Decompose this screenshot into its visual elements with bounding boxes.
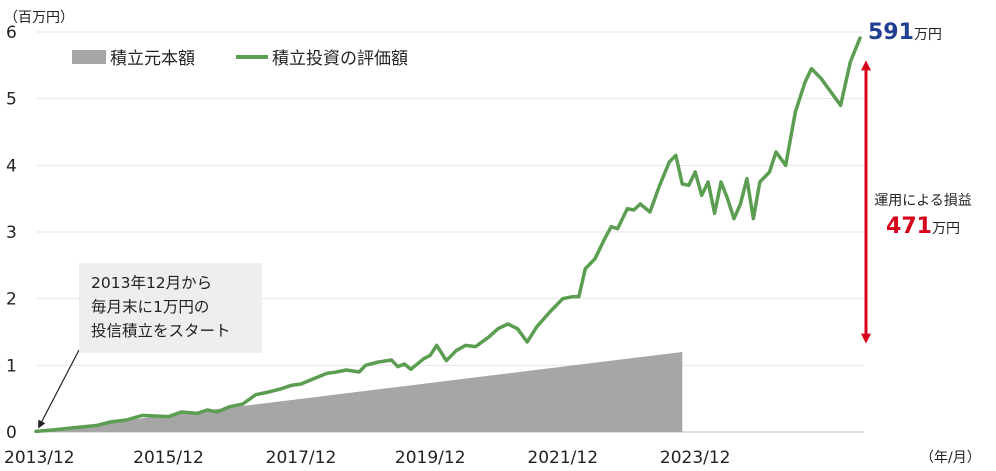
y-tick-label: 1 <box>6 356 17 376</box>
y-tick-label: 5 <box>6 90 17 110</box>
annotation-line: 投信積立をスタート <box>91 322 231 340</box>
annotation-pointer <box>38 349 80 429</box>
gain-label: 運用による損益 <box>874 193 972 209</box>
y-tick-label: 4 <box>6 156 17 176</box>
grid-lines <box>36 31 864 433</box>
annotation-line: 毎月末に1万円の <box>91 298 210 316</box>
x-tick-label: 2013/12 <box>4 448 75 468</box>
legend-label-valuation: 積立投資の評価額 <box>272 49 408 69</box>
x-axis-unit: （年/月） <box>920 450 981 466</box>
final-value-number: 591 <box>868 20 914 45</box>
gain-number: 471 <box>886 214 932 239</box>
annotation-box: 2013年12月から 毎月末に1万円の 投信積立をスタート <box>79 263 262 353</box>
x-axis: 2013/12 2015/12 2017/12 2019/12 2021/12 2023/… <box>4 448 731 468</box>
x-tick-label: 2021/12 <box>527 448 598 468</box>
x-tick-label: 2017/12 <box>266 448 337 468</box>
x-tick-label: 2019/12 <box>395 448 466 468</box>
gain-unit: 万円 <box>931 221 960 237</box>
y-axis: 0 1 2 3 4 5 6 <box>6 23 17 443</box>
y-axis-unit: （百万円） <box>4 10 74 26</box>
x-tick-label: 2023/12 <box>660 448 731 468</box>
legend-swatch-principal <box>72 50 106 64</box>
y-tick-label: 6 <box>6 23 17 43</box>
final-value-unit: 万円 <box>913 27 942 43</box>
principal-total-number: 120 <box>738 390 775 412</box>
legend: 積立元本額 積立投資の評価額 <box>72 49 408 69</box>
legend-label-principal: 積立元本額 <box>110 49 195 69</box>
y-tick-label: 2 <box>6 290 17 310</box>
y-tick-label: 3 <box>6 223 17 243</box>
principal-total-label: 120万円 <box>738 390 800 412</box>
principal-area <box>36 352 683 432</box>
valuation-line <box>34 36 862 434</box>
x-tick-label: 2015/12 <box>133 448 204 468</box>
gain-value: 471万円 <box>858 214 988 239</box>
final-value-label: 591万円 <box>868 20 942 45</box>
annotation-line: 2013年12月から <box>91 274 213 292</box>
y-tick-label: 0 <box>6 423 17 443</box>
principal-total-unit: 万円 <box>774 396 801 411</box>
